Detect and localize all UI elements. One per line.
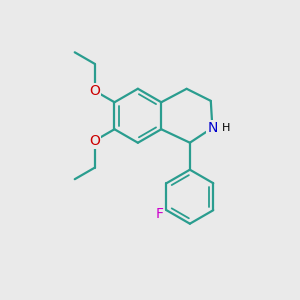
Text: O: O	[89, 134, 100, 148]
Text: F: F	[155, 207, 163, 221]
Text: O: O	[89, 84, 100, 98]
Text: N: N	[207, 121, 218, 135]
Text: H: H	[222, 123, 230, 133]
